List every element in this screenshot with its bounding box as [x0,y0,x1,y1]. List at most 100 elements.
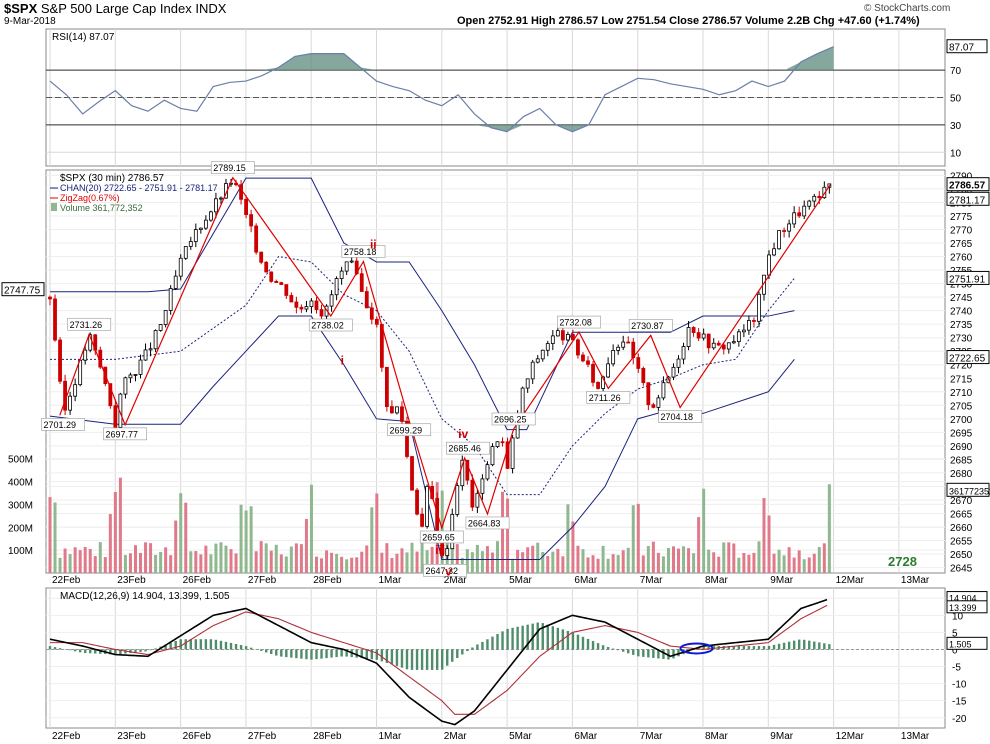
macd-histogram-bar [405,649,409,670]
volume-bar [289,546,293,573]
candle-body [560,330,565,341]
volume-bar [179,493,183,573]
volume-tick-label: 500M [8,455,33,466]
macd-histogram-bar [78,649,82,653]
candle-body [741,329,746,333]
candle-body [691,327,696,333]
volume-bar [214,543,218,573]
volume-bar [169,555,173,573]
macd-histogram-bar [305,649,308,660]
candle-body [410,456,414,491]
volume-bar [425,550,429,573]
macd-tick-label: -5 [952,663,961,674]
price-tick-label: 2685 [950,455,973,466]
volume-bar [274,544,278,573]
candle-body [485,464,490,480]
volume-right-value-label: 361772352 [949,486,990,496]
volume-bar [762,498,766,573]
volume-bar [279,554,283,573]
macd-signal-line [50,604,828,715]
macd-histogram-bar [420,649,424,670]
x-tick-label: 7Mar [640,575,663,586]
volume-bar [380,552,384,573]
macd-histogram-bar [179,639,182,650]
macd-histogram-bar [813,641,816,650]
volume-legend: Volume 361,772,352 [60,203,143,213]
candle-body [656,397,661,408]
volume-bar [646,546,650,573]
macd-histogram-bar [270,649,273,654]
volume-bar [626,547,630,573]
macd-histogram-bar [430,649,434,670]
volume-bar [651,541,655,573]
price-tick-label: 2735 [950,320,973,331]
candle-body [279,282,284,285]
volume-bar [415,551,419,573]
macd-histogram-bar [204,639,208,650]
volume-bar [601,545,605,573]
macd-histogram-bar [546,624,549,650]
macd-histogram-bar [285,649,288,658]
swing-label-box [341,245,386,258]
volume-bar [78,550,82,573]
price-right-value-label: 2786.57 [949,181,986,192]
candle-body [696,332,701,339]
candle-body [576,339,580,356]
macd-histogram-bar [229,642,233,650]
price-tick-label: 2680 [950,469,973,480]
volume-bar [782,555,786,573]
price-tick-label: 2660 [950,523,973,534]
swing-label: 2730.87 [631,321,664,331]
rsi-last-value-box [946,39,988,54]
volume-bar [73,547,77,573]
volume-bar [737,557,741,573]
x-tick-label: 9Mar [770,731,793,742]
candle-body [369,307,374,320]
candle-body [83,349,88,361]
candle-body [198,227,203,230]
swing-label: 2701.29 [43,420,76,430]
x-tick-label: 28Feb [313,575,342,586]
candle-body [701,333,706,339]
macd-histogram-bar [58,648,62,650]
panel-frame-macd [45,587,946,729]
macd-histogram-bar [591,641,595,650]
volume-bar [390,558,394,573]
volume-bar [566,504,570,573]
volume-bar [204,545,208,573]
volume-bar [536,542,540,573]
volume-bar [335,553,339,573]
candle-body [183,246,188,259]
macd-histogram-bar [114,649,117,655]
macd-histogram-bar [370,649,373,660]
swing-label: 2732.08 [559,318,592,328]
price-tick-label: 2710 [950,388,973,399]
candle-body [284,284,289,296]
candle-body [550,335,555,344]
macd-histogram-bar [491,636,494,650]
volume-bar [501,491,505,573]
volume-bar [375,493,379,573]
volume-bar [792,557,796,573]
volume-bar [53,502,57,573]
macd-histogram-bar [265,649,268,653]
price-right-value-box [946,177,990,192]
volume-bar [581,549,585,573]
volume-bar [747,554,751,573]
macd-histogram-bar [782,642,786,650]
macd-histogram-bar [571,632,575,650]
macd-histogram-bar [707,646,710,650]
candle-body [802,205,807,217]
macd-histogram-bar [747,646,751,650]
macd-histogram-bar [194,639,198,650]
macd-right-value-box [946,636,988,650]
volume-bar [103,557,107,573]
candle-body [138,359,143,375]
volume-bar [506,498,510,573]
volume-bar [259,541,263,573]
macd-histogram-bar [249,647,253,650]
volume-bar [108,514,112,573]
rsi-tick-label: 70 [950,66,962,77]
candle-body [445,548,450,556]
candle-body [113,405,118,428]
